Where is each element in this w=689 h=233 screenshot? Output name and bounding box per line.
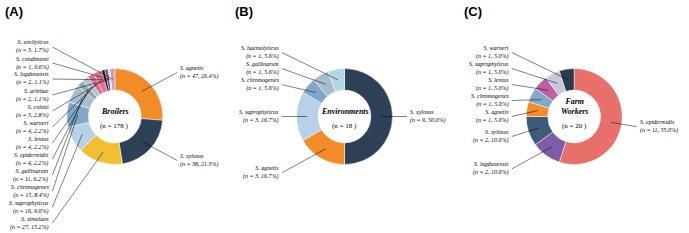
svg-text:FarmWorkers: FarmWorkers	[561, 97, 588, 116]
svg-text:S. xylosus(n = 38, 21.3%): S. xylosus(n = 38, 21.3%)	[180, 153, 219, 168]
svg-text:S. warneri(n = 1, 5.0%): S. warneri(n = 1, 5.0%)	[476, 45, 509, 60]
svg-text:S. lugdunensis(n = 2, 1.1%): S. lugdunensis(n = 2, 1.1%)	[14, 71, 49, 86]
svg-text:S. lugdunensis(n = 2, 10.0%): S. lugdunensis(n = 2, 10.0%)	[473, 161, 509, 176]
svg-text:(n = 20 ): (n = 20 )	[562, 122, 587, 130]
svg-text:S. saprophyticus(n = 3, 16.7%): S. saprophyticus(n = 3, 16.7%)	[239, 109, 279, 124]
svg-text:(C): (C)	[464, 4, 482, 19]
svg-text:S. arlettae(n = 2, 1.1%): S. arlettae(n = 2, 1.1%)	[16, 88, 49, 103]
svg-text:S. gallinarum(n = 1, 5.6%): S. gallinarum(n = 1, 5.6%)	[246, 61, 279, 76]
svg-text:S. lentus(n = 1, 5.0%): S. lentus(n = 1, 5.0%)	[476, 77, 509, 92]
svg-text:S. agnetis(n = 3, 16.7%): S. agnetis(n = 3, 16.7%)	[243, 165, 279, 180]
svg-text:S. haemolyticus(n = 1, 5.6%): S. haemolyticus(n = 1, 5.6%)	[241, 45, 279, 60]
svg-text:S. epidermidis(n = 4, 2.2%): S. epidermidis(n = 4, 2.2%)	[14, 152, 49, 167]
svg-text:S. xylosus(n = 2, 10.0%): S. xylosus(n = 2, 10.0%)	[473, 129, 509, 144]
svg-text:S. chromogenes(n = 1, 5.0%): S. chromogenes(n = 1, 5.0%)	[471, 93, 509, 108]
svg-text:S. simulans(n = 27, 15.2%): S. simulans(n = 27, 15.2%)	[10, 216, 49, 231]
svg-text:S. saprophyticus(n = 16, 9.0%): S. saprophyticus(n = 16, 9.0%)	[9, 200, 49, 215]
svg-text:S. saprophyticus(n = 1, 5.0%): S. saprophyticus(n = 1, 5.0%)	[469, 61, 509, 76]
svg-text:S. agnetis(n = 47, 26.4%): S. agnetis(n = 47, 26.4%)	[180, 65, 219, 80]
svg-text:S. cohnii(n = 5, 2.8%): S. cohnii(n = 5, 2.8%)	[16, 104, 49, 119]
svg-text:S. warneri(n = 4, 2.2%): S. warneri(n = 4, 2.2%)	[16, 120, 49, 135]
svg-text:(A): (A)	[5, 4, 23, 19]
svg-text:(B): (B)	[235, 4, 253, 19]
svg-text:(n = 18 ): (n = 18 )	[332, 122, 357, 130]
svg-text:(n = 178 ): (n = 178 )	[100, 122, 129, 130]
svg-text:S. xylosus(n = 9, 50.0%): S. xylosus(n = 9, 50.0%)	[410, 109, 446, 124]
svg-text:Broilers: Broilers	[101, 107, 129, 116]
svg-text:S. ureilyticus(n = 3, 1.7%): S. ureilyticus(n = 3, 1.7%)	[16, 39, 49, 54]
svg-text:S. agnetis(n = 1, 5.0%): S. agnetis(n = 1, 5.0%)	[476, 109, 509, 124]
svg-text:Environments: Environments	[321, 107, 369, 116]
svg-text:S. condimenti(n = 1, 0.6%): S. condimenti(n = 1, 0.6%)	[16, 56, 49, 71]
svg-text:S. chromogenes(n = 15, 8.4%): S. chromogenes(n = 15, 8.4%)	[11, 184, 49, 199]
svg-text:S. epidermidis(n = 11, 55.0%): S. epidermidis(n = 11, 55.0%)	[640, 119, 678, 134]
svg-text:S. gallinarum(n = 11, 6.2%): S. gallinarum(n = 11, 6.2%)	[13, 168, 49, 183]
svg-text:S. lentus(n = 4, 2.2%): S. lentus(n = 4, 2.2%)	[16, 136, 49, 151]
svg-text:S. chromogenes(n = 1, 5.6%): S. chromogenes(n = 1, 5.6%)	[241, 77, 279, 92]
